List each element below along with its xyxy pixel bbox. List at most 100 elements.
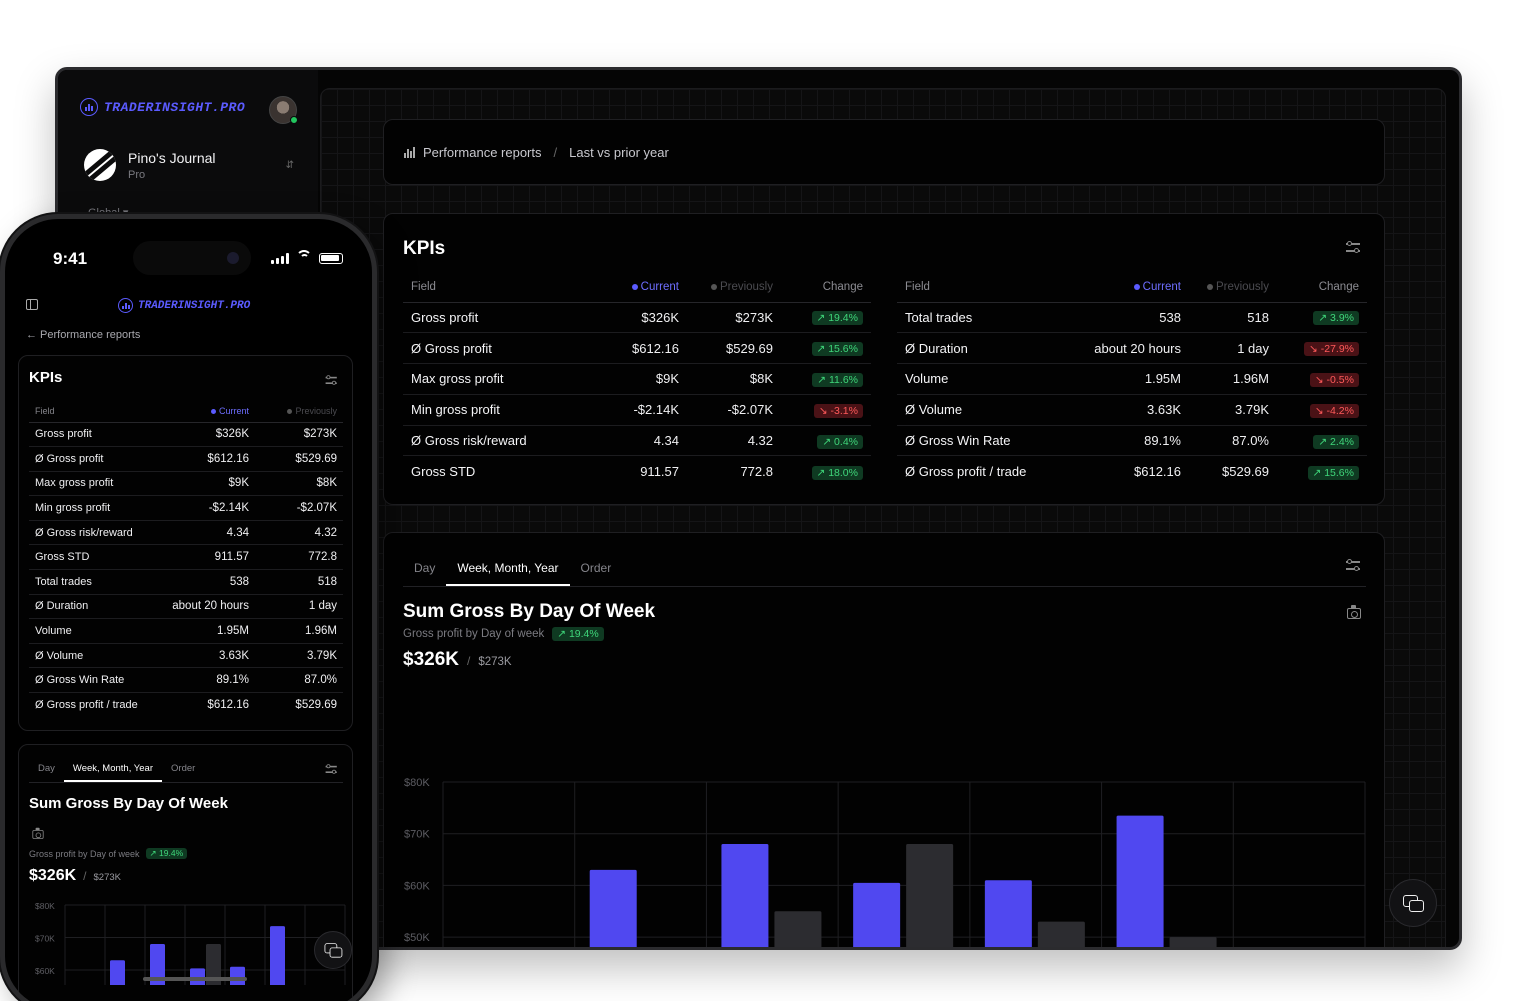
bar-current[interactable]: [270, 926, 285, 985]
kpi-row: Volume 1.95M 1.96M ↘ -0.5%: [897, 363, 1367, 395]
bar-previous[interactable]: [906, 844, 954, 950]
tab-day[interactable]: Day: [414, 561, 436, 575]
kpi-change-cell: ↗ 15.6%: [1277, 456, 1367, 487]
kpi-previous: $8K: [255, 471, 343, 497]
kpi-field: Ø Gross profit: [29, 446, 157, 472]
chart-settings-icon[interactable]: [325, 763, 339, 774]
kpi-current: 3.63K: [1069, 394, 1189, 426]
kpi-field: Min gross profit: [29, 495, 157, 521]
kpi-change-cell: ↗ 11.6%: [781, 363, 871, 395]
kpi-current: 538: [1069, 302, 1189, 334]
previous-total: $273K: [478, 656, 512, 668]
kpi-current: 911.57: [157, 544, 255, 571]
bar-current[interactable]: [110, 960, 125, 985]
sidebar-toggle-icon[interactable]: [26, 299, 38, 310]
camera-icon[interactable]: [32, 827, 44, 839]
change-badge: ↗ 19.4%: [552, 627, 604, 641]
chart-settings-icon[interactable]: [1346, 558, 1362, 572]
chat-icon: [324, 943, 343, 958]
kpi-previous: $273K: [255, 422, 343, 448]
kpi-current: 1.95M: [1069, 363, 1189, 395]
chart-totals: $326K / $273K: [403, 649, 512, 671]
chat-button[interactable]: [314, 931, 352, 969]
bar-current[interactable]: [150, 944, 165, 985]
bar-current[interactable]: [853, 882, 901, 950]
bar-previous[interactable]: [1037, 921, 1085, 950]
kpi-row: Ø Duration about 20 hours 1 day ↘ -27.9%: [897, 332, 1367, 365]
chart-subtitle: Gross profit by Day of week ↗ 19.4%: [403, 627, 604, 641]
totals-separator: /: [467, 654, 471, 668]
brand-logo[interactable]: TRADERINSIGHT.PRO: [80, 98, 245, 116]
chart-tabs: Day Week, Month, Year Order: [403, 551, 1366, 587]
kpi-field: Ø Volume: [897, 394, 1069, 426]
header-previously: Previously: [255, 400, 343, 423]
journal-switcher[interactable]: Pino's Journal Pro ⇵: [84, 145, 294, 185]
kpi-previous: 772.8: [255, 544, 343, 571]
back-link[interactable]: ← Performance reports: [26, 329, 141, 341]
kpi-current: 1.95M: [157, 618, 255, 644]
brand-name: TRADERINSIGHT.PRO: [138, 299, 251, 312]
brand-logo[interactable]: TRADERINSIGHT.PRO: [118, 298, 250, 313]
kpi-row: Ø Volume 3.63K 3.79K: [29, 643, 343, 669]
header-current: Current: [593, 272, 687, 303]
breadcrumb-root[interactable]: Performance reports: [423, 144, 542, 160]
journal-name: Pino's Journal: [128, 149, 216, 166]
kpi-current: 911.57: [640, 464, 679, 480]
kpi-current: 4.34: [157, 520, 255, 546]
kpi-current: $326K: [593, 302, 687, 334]
previous-dot-icon: [287, 408, 293, 414]
camera-icon[interactable]: [1347, 605, 1361, 619]
bar-current[interactable]: [589, 869, 637, 950]
kpi-row: Ø Gross profit / trade $612.16 $529.69: [29, 693, 343, 718]
chat-button[interactable]: [1389, 879, 1437, 927]
kpi-row: Ø Volume 3.63K 3.79K ↘ -4.2%: [897, 394, 1367, 426]
chart-title: Sum Gross By Day Of Week: [29, 795, 228, 812]
kpi-field: Volume: [29, 618, 157, 644]
bar-current[interactable]: [1116, 815, 1164, 950]
user-avatar[interactable]: [269, 96, 298, 124]
header-field: Field: [403, 272, 593, 303]
kpi-table-right: Field Current Previously Change Total tr…: [897, 272, 1367, 487]
totals-separator: /: [83, 869, 87, 883]
kpi-change-cell: ↘ -3.1%: [781, 394, 871, 426]
kpi-current: $612.16: [593, 332, 687, 365]
y-tick-label: $50K: [404, 932, 430, 944]
bar-previous[interactable]: [206, 944, 221, 985]
kpi-previous: 518: [255, 569, 343, 595]
breadcrumb-separator: /: [553, 144, 558, 160]
bar-chart-icon: [404, 146, 415, 158]
bar-previous[interactable]: [774, 911, 822, 950]
kpi-previous: 1 day: [255, 594, 343, 620]
change-badge: ↘ -0.5%: [1309, 372, 1359, 387]
kpi-row: Gross profit $326K $273K ↗ 19.4%: [403, 302, 871, 334]
kpi-previous: 3.79K: [1189, 394, 1277, 426]
kpi-row: Ø Gross Win Rate 89.1% 87.0% ↗ 2.4%: [897, 425, 1367, 457]
bar-chart: $80K $70K $60K: [35, 901, 346, 985]
tab-week-month-year[interactable]: Week, Month, Year: [446, 551, 570, 586]
chart-subtitle: Gross profit by Day of week ↗ 19.4%: [29, 848, 188, 859]
kpi-row: Gross STD 911.57 772.8 ↗ 18.0%: [403, 456, 871, 487]
kpi-row: Min gross profit -$2.14K -$2.07K: [29, 495, 343, 521]
kpi-previous: 772.8: [740, 464, 773, 480]
settings-sliders-icon[interactable]: [325, 374, 339, 385]
kpi-title: KPIs: [29, 369, 63, 386]
chart-logo-icon: [118, 298, 133, 313]
bar-current[interactable]: [230, 966, 245, 985]
chart-title: Sum Gross By Day Of Week: [403, 601, 656, 622]
kpi-previous: $529.69: [687, 332, 781, 365]
tab-week-month-year[interactable]: Week, Month, Year: [63, 755, 163, 782]
previous-total: $273K: [93, 872, 121, 883]
bar-previous[interactable]: [1169, 937, 1217, 950]
bar-current[interactable]: [721, 844, 769, 950]
settings-sliders-icon[interactable]: [1346, 240, 1362, 254]
tab-day[interactable]: Day: [38, 763, 55, 774]
kpi-current: about 20 hours: [157, 594, 255, 620]
kpi-previous: $529.69: [255, 446, 343, 472]
current-total: $326K: [403, 649, 459, 670]
tab-order[interactable]: Order: [171, 763, 196, 774]
bar-current[interactable]: [984, 880, 1032, 950]
kpi-change-cell: ↘ -0.5%: [1277, 363, 1367, 395]
header-change: Change: [1277, 272, 1367, 303]
tab-order[interactable]: Order: [580, 561, 612, 575]
kpi-current: $612.16: [207, 699, 249, 712]
